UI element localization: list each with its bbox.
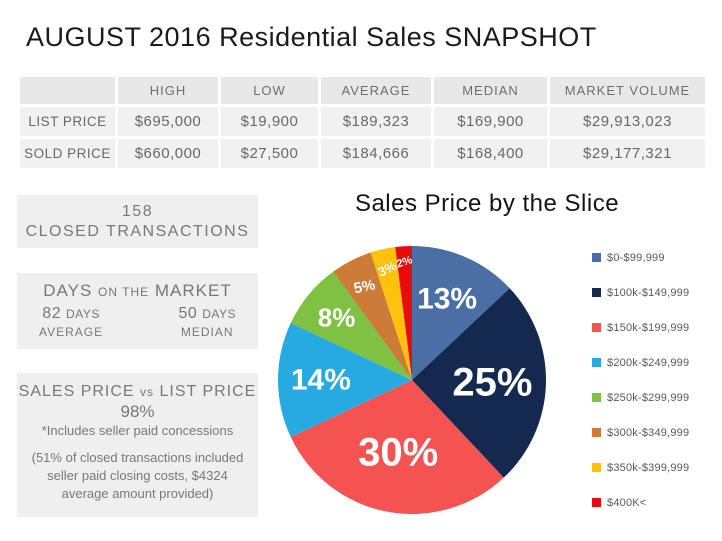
sales-vs-list-note: *Includes seller paid concessions: [41, 423, 234, 438]
legend-label: $400K<: [607, 496, 647, 509]
table-header-row: HIGH LOW AVERAGE MEDIAN MARKET VOLUME: [20, 77, 705, 104]
closed-transactions-count: 158: [121, 203, 154, 220]
pie-slice-percent-label: 2%: [395, 254, 414, 270]
legend-label: $100k-$149,999: [607, 286, 690, 299]
price-summary-table: HIGH LOW AVERAGE MEDIAN MARKET VOLUME LIST P…: [17, 74, 708, 171]
pie-slice-percent-label: 13%: [417, 282, 477, 315]
pie-slice-7: [370, 247, 412, 380]
table-column-header: MEDIAN: [434, 77, 547, 104]
days-median: 50 DAYS MEDIAN: [178, 305, 236, 339]
pie-slice-percent-label: 5%: [352, 276, 377, 297]
legend-item: $300k-$349,999: [592, 415, 689, 450]
pie-slice-1: [412, 246, 510, 380]
legend-label: $0-$99,999: [607, 251, 665, 264]
legend-item: $0-$99,999: [592, 240, 689, 275]
days-average: 82 DAYS AVERAGE: [39, 305, 104, 339]
pie-slice-percent-label: 25%: [452, 361, 532, 405]
pie-slice-percent-label: 8%: [318, 303, 356, 333]
page-title: AUGUST 2016 Residential Sales SNAPSHOT: [26, 22, 597, 52]
legend-item: $200k-$249,999: [592, 345, 689, 380]
pie-slice-2: [412, 288, 546, 478]
pie-slice-5: [290, 271, 412, 380]
table-column-header: HIGH: [118, 77, 218, 104]
table-corner-cell: [20, 77, 115, 104]
table-cell: $660,000: [118, 139, 218, 168]
legend-swatch-icon: [592, 358, 601, 367]
pie-slice-8: [395, 246, 412, 380]
table-cell: $29,913,023: [550, 107, 705, 136]
sales-vs-list-box: SALES PRICE vs LIST PRICE 98% *Includes …: [17, 373, 258, 517]
legend-item: $400K<: [592, 485, 689, 520]
legend-label: $350k-$399,999: [607, 461, 690, 474]
pie-slice-4: [277, 322, 412, 438]
legend-item: $350k-$399,999: [592, 450, 689, 485]
table-cell: $19,900: [221, 107, 318, 136]
legend-label: $300k-$349,999: [607, 426, 690, 439]
sales-vs-list-title: SALES PRICE vs LIST PRICE: [18, 383, 257, 400]
table-row: LIST PRICE $695,000 $19,900 $189,323 $169,90…: [20, 107, 705, 136]
table-row-label: LIST PRICE: [20, 107, 115, 136]
table-cell: $168,400: [434, 139, 547, 168]
table-row-label: SOLD PRICE: [20, 139, 115, 168]
table-cell: $29,177,321: [550, 139, 705, 168]
legend-label: $250k-$299,999: [607, 391, 690, 404]
legend-item: $100k-$149,999: [592, 275, 689, 310]
pie-slice-percent-label: 14%: [291, 364, 351, 397]
table-cell: $27,500: [221, 139, 318, 168]
table-column-header: AVERAGE: [321, 77, 431, 104]
days-on-market-box: DAYS ON THE MARKET 82 DAYS AVERAGE 50 DA…: [17, 273, 258, 349]
sales-vs-list-detail: (51% of closed transactions included sel…: [31, 450, 244, 501]
pie-slice-percent-label: 30%: [358, 430, 438, 474]
sales-vs-list-percent: 98%: [120, 402, 155, 421]
legend-swatch-icon: [592, 428, 601, 437]
table-cell: $169,900: [434, 107, 547, 136]
closed-transactions-box: 158 CLOSED TRANSACTIONS: [17, 195, 258, 248]
legend-swatch-icon: [592, 288, 601, 297]
closed-transactions-label: CLOSED TRANSACTIONS: [25, 223, 250, 240]
legend-swatch-icon: [592, 498, 601, 507]
days-on-market-title: DAYS ON THE MARKET: [43, 281, 232, 300]
legend-swatch-icon: [592, 323, 601, 332]
legend-item: $150k-$199,999: [592, 310, 689, 345]
pie-slice-percent-label: 3%: [376, 258, 400, 280]
pie-slice-3: [290, 380, 504, 514]
legend-swatch-icon: [592, 393, 601, 402]
legend-label: $150k-$199,999: [607, 321, 690, 334]
table-column-header: LOW: [221, 77, 318, 104]
legend-swatch-icon: [592, 253, 601, 262]
table-cell: $189,323: [321, 107, 431, 136]
legend-label: $200k-$249,999: [607, 356, 690, 369]
table-cell: $184,666: [321, 139, 431, 168]
pie-legend: $0-$99,999 $100k-$149,999 $150k-$199,999 $2…: [592, 240, 689, 520]
days-on-market-values: 82 DAYS AVERAGE 50 DAYS MEDIAN: [17, 302, 258, 340]
pie-chart: 13% 25% 30%14% 8% 5%3%2%: [277, 246, 546, 514]
pie-chart-title: Sales Price by the Slice: [354, 190, 620, 217]
legend-swatch-icon: [592, 463, 601, 472]
table-row: SOLD PRICE $660,000 $27,500 $184,666 $168,40…: [20, 139, 705, 168]
pie-slice-6: [333, 252, 412, 380]
table-column-header: MARKET VOLUME: [550, 77, 705, 104]
legend-item: $250k-$299,999: [592, 380, 689, 415]
table-cell: $695,000: [118, 107, 218, 136]
